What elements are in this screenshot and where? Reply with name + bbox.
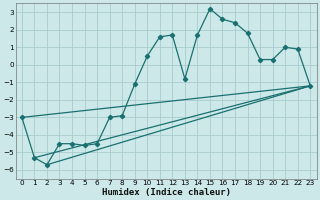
X-axis label: Humidex (Indice chaleur): Humidex (Indice chaleur)	[101, 188, 231, 197]
